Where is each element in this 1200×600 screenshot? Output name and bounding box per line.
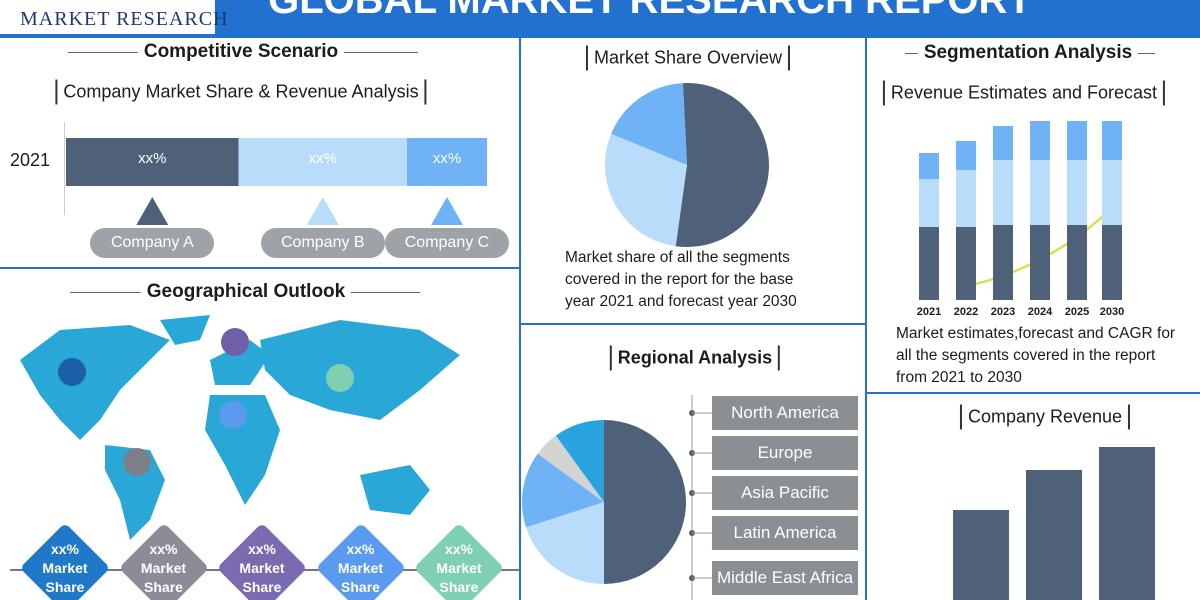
divider [865,38,867,600]
europe [210,340,270,385]
south-america [105,445,165,540]
revenue-bar [1026,470,1082,600]
pin [326,364,354,392]
segment-bar [919,179,939,227]
year-label: 2023 [991,306,1015,318]
pin [123,448,151,476]
header-title: GLOBAL MARKET RESEARCH REPORT [268,0,1032,22]
company-marker [306,197,339,225]
section-title: Market Share Overview [585,45,791,71]
share-bar [66,138,239,186]
pin [221,328,249,356]
section-subtitle: Company Market Share & Revenue Analysis [55,79,427,105]
company-pill: Company B [260,228,385,258]
continents [20,315,460,540]
revenue-bar [953,510,1009,600]
company-marker [431,197,464,225]
share-bar [238,138,408,186]
pie-slice [522,453,604,528]
section-title: Regional Analysis [609,345,781,371]
year-label: 2021 [917,306,941,318]
segment-bar [956,141,976,170]
pin [58,358,86,386]
segment-bar [993,126,1013,160]
pie-slice [526,502,604,584]
badge-label: Market Share [239,560,285,595]
segment-bar [1102,121,1122,160]
segment-bar [1067,121,1087,160]
segment-bar [993,160,1013,225]
share-label: xx% [433,150,461,167]
divider [519,38,521,600]
pie-slice [537,435,604,502]
share-bar [407,138,487,186]
year-label: 2025 [1065,306,1089,318]
year-label: 2030 [1100,306,1124,318]
north-america [20,325,170,440]
australia [360,465,430,515]
share-label: xx% [309,150,337,167]
badge-value: xx% [50,541,80,557]
pie-slice [555,420,604,502]
region-label: Asia Pacific [712,476,858,510]
segment-bar [1030,225,1050,300]
region-label: Europe [712,436,858,470]
region-label: Latin America [712,516,858,550]
pin [219,401,247,429]
segment-bar [956,227,976,300]
divider [521,323,865,325]
company-marker [136,197,169,225]
badge-label: Market Share [436,560,482,595]
segment-bar [1030,160,1050,225]
section-title: Segmentation Analysis [917,42,1139,64]
share-label: xx% [138,150,166,167]
divider [0,267,519,269]
segment-bar [1030,121,1050,160]
badge-value: xx% [247,541,277,557]
badge-value: xx% [149,541,178,557]
segment-bar [919,153,939,179]
badge-label: Market Share [337,560,384,595]
greenland [160,315,210,345]
section-title: Company Revenue [959,404,1131,430]
pie-slice [604,133,687,247]
section-title: Geographical Outlook [140,281,352,303]
year-label: 2022 [954,306,978,318]
badge-label: Market Share [42,560,88,595]
segment-bar [1067,225,1087,300]
world-map [10,315,519,571]
revenue-bar [1099,447,1155,600]
company-pill: Company A [90,228,215,258]
badge-label: Market Share [140,560,187,595]
region-label: North America [712,396,858,430]
segment-bar [956,170,976,227]
asia [260,320,460,420]
company-pill: Company C [385,228,509,258]
segment-bar [1102,160,1122,225]
axis-line [64,122,65,215]
section-subtitle: Revenue Estimates and Forecast [882,80,1166,106]
segment-bar [1067,160,1087,225]
caption: Market estimates,forecast and CAGR for a… [896,325,1176,386]
segment-bar [993,225,1013,300]
badge-value: xx% [444,541,474,557]
badge-value: xx% [346,541,375,557]
logo: MARKET RESEARCH [20,8,229,30]
section-title: Competitive Scenario [137,41,345,63]
divider [867,392,1200,394]
pie-slice [675,83,770,248]
pie-slice [604,420,686,584]
year-label: 2021 [10,150,51,170]
segment-bar [919,227,939,300]
pie-slice [611,83,687,165]
logo-box [0,0,215,34]
region-label: Middle East Africa [712,561,858,595]
year-label: 2024 [1028,306,1053,318]
caption: Market share of all the segments covered… [565,249,797,310]
pins [58,328,354,476]
segment-bar [1102,225,1122,300]
